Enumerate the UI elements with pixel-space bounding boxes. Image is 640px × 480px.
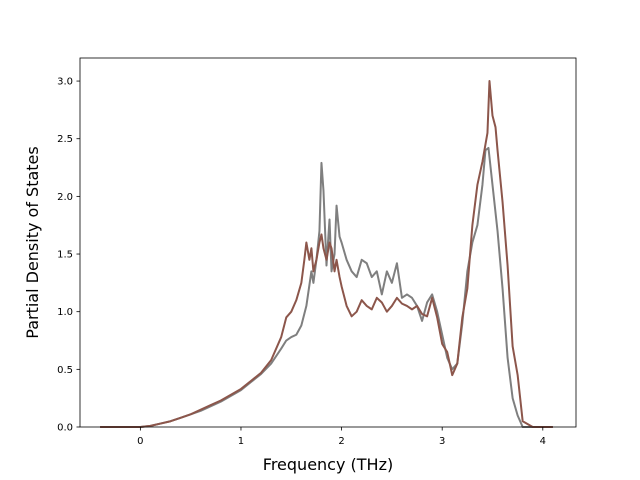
x-tick-label: 1 <box>238 436 244 447</box>
y-tick-label: 0.5 <box>57 365 73 376</box>
y-ticks: 0.0 0.5 1.0 1.5 2.0 2.5 3.0 <box>57 77 80 434</box>
y-tick-label: 0.0 <box>57 423 73 434</box>
x-tick-label: 4 <box>540 436 546 447</box>
axes-frame <box>79 57 577 428</box>
series-layer <box>100 80 553 428</box>
y-tick-label: 2.5 <box>57 134 73 145</box>
x-tick-label: 2 <box>338 436 344 447</box>
y-tick-label: 1.0 <box>57 307 73 318</box>
x-ticks: 0 1 2 3 4 <box>137 427 546 447</box>
x-tick-label: 0 <box>137 436 143 447</box>
y-tick-label: 1.5 <box>57 250 73 261</box>
x-axis-label: Frequency (THz) <box>263 455 393 474</box>
y-tick-label: 2.0 <box>57 192 73 203</box>
x-tick-label: 3 <box>439 436 445 447</box>
y-axis-label: Partial Density of States <box>23 146 42 338</box>
series-line-2 <box>100 80 553 428</box>
y-tick-label: 3.0 <box>57 77 73 88</box>
